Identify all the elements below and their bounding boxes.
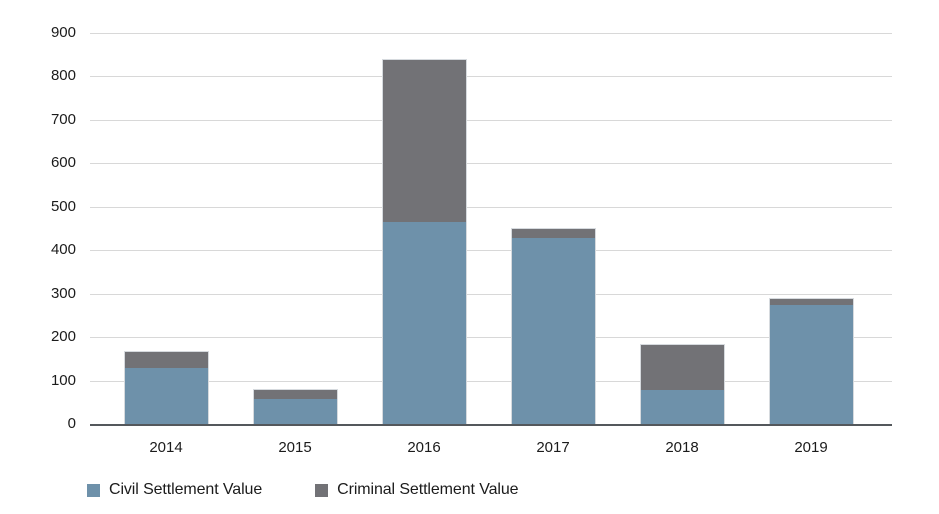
gridline-800	[90, 76, 892, 77]
y-tick-label-900: 900	[50, 23, 76, 41]
bar-2017	[510, 228, 596, 424]
legend-item-criminal: Criminal Settlement Value	[315, 481, 519, 499]
y-tick-label-500: 500	[50, 197, 76, 215]
y-tick-label-800: 800	[50, 67, 76, 84]
gridline-200	[90, 337, 892, 338]
x-tick-label-2014: 2014	[149, 439, 183, 456]
bar-2014	[123, 350, 209, 424]
gridline-900	[90, 32, 892, 34]
x-tick-label-2017: 2017	[536, 439, 570, 456]
x-axis-line	[90, 423, 892, 426]
y-tick-label-300: 300	[50, 284, 76, 302]
bar-2016-criminal-segment	[382, 60, 466, 223]
criminal-series-swatch	[315, 483, 329, 497]
bar-2019-civil-segment	[769, 305, 853, 424]
gridline-400	[90, 250, 892, 251]
bar-2015-criminal-segment	[253, 390, 337, 399]
gridline-600	[90, 163, 892, 164]
bar-2014-criminal-segment	[124, 351, 208, 369]
bar-2016	[381, 59, 467, 424]
y-tick-label-600: 600	[50, 154, 76, 171]
legend-item-civil: Civil Settlement Value	[87, 481, 262, 499]
y-tick-label-0: 0	[67, 415, 76, 432]
bar-2015-civil-segment	[253, 398, 337, 424]
y-tick-label-400: 400	[50, 241, 76, 258]
bar-2017-civil-segment	[511, 237, 595, 424]
gridline-100	[90, 380, 892, 382]
bar-2017-criminal-segment	[511, 229, 595, 238]
civil-series-label: Civil Settlement Value	[109, 481, 263, 498]
bar-2015	[252, 389, 338, 424]
gridline-700	[90, 119, 892, 121]
gridline-300	[90, 293, 892, 295]
bar-2018-civil-segment	[640, 389, 724, 424]
x-tick-label-2019: 2019	[794, 439, 828, 456]
y-tick-label-200: 200	[50, 328, 76, 345]
x-tick-label-2018: 2018	[665, 439, 699, 456]
bar-2018-criminal-segment	[640, 344, 724, 390]
bar-2016-civil-segment	[382, 222, 466, 424]
bar-2014-civil-segment	[124, 368, 208, 424]
legend: Civil Settlement Value Criminal Settleme…	[87, 481, 519, 499]
bar-2019-criminal-segment	[769, 298, 853, 306]
civil-series-swatch	[87, 483, 100, 497]
bar-2018	[639, 343, 725, 424]
criminal-series-label: Criminal Settlement Value	[337, 481, 519, 498]
x-tick-label-2015: 2015	[278, 439, 312, 456]
x-tick-label-2016: 2016	[407, 439, 441, 456]
gridline-500	[90, 206, 892, 208]
y-tick-label-700: 700	[50, 110, 76, 128]
y-tick-label-100: 100	[50, 371, 76, 389]
bar-2019	[768, 297, 854, 424]
